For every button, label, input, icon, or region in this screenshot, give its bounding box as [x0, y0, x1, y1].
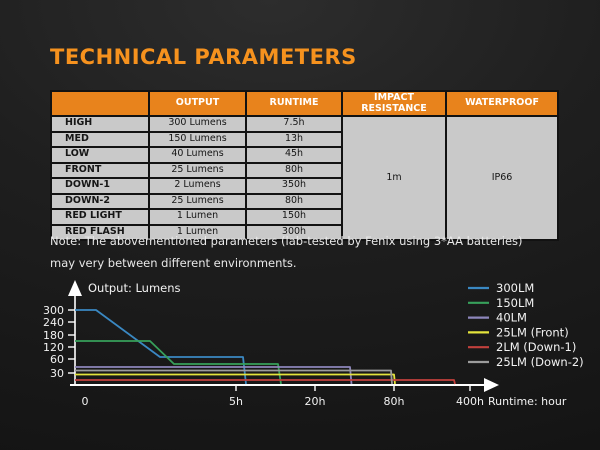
spec-table: OUTPUT RUNTIME IMPACT RESISTANCE WATERPR… — [50, 90, 559, 241]
legend-label: 25LM (Front) — [496, 325, 569, 339]
x-tick-label: 80h — [384, 395, 405, 408]
header-impact-resistance: IMPACT RESISTANCE — [341, 90, 447, 117]
legend-label: 2LM (Down-1) — [496, 340, 576, 354]
impact-resistance-cell: 1m — [341, 115, 447, 241]
x-axis-label: Runtime: hour — [488, 395, 567, 408]
output-cell: 300 Lumens — [148, 115, 247, 133]
y-tick-label: 240 — [43, 316, 64, 329]
note-line-2: may very between different environments. — [50, 256, 297, 270]
output-cell: 40 Lumens — [148, 146, 247, 164]
header-output: OUTPUT — [148, 90, 247, 117]
mode-cell: DOWN-2 — [50, 192, 150, 210]
output-cell: 1 Lumen — [148, 223, 247, 241]
page-title: TECHNICAL PARAMETERS — [50, 45, 357, 69]
table-row: RED LIGHT 1 Lumen 150h — [50, 208, 558, 226]
mode-cell: HIGH — [50, 115, 150, 133]
mode-cell: RED LIGHT — [50, 208, 150, 226]
y-tick-label: 30 — [50, 367, 64, 380]
runtime-cell: 80h — [245, 192, 343, 210]
table-row: FRONT 25 Lumens 80h — [50, 161, 558, 179]
y-tick-label: 180 — [43, 329, 64, 342]
runtime-cell: 300h — [245, 223, 343, 241]
header-waterproof: WATERPROOF — [445, 90, 559, 117]
y-tick-label: 60 — [50, 353, 64, 366]
x-axis-arrow-icon — [484, 378, 499, 392]
table-row: DOWN-2 25 Lumens 80h — [50, 192, 558, 210]
chart-title: Output: Lumens — [88, 281, 181, 295]
legend-label: 40LM — [496, 311, 527, 325]
header-runtime: RUNTIME — [245, 90, 343, 117]
mode-cell: LOW — [50, 146, 150, 164]
table-row: LOW 40 Lumens 45h — [50, 146, 558, 164]
series-line-2lm-down-1 — [75, 379, 456, 385]
note-line-1: Note: The abovementioned parameters (lab… — [50, 234, 523, 248]
x-tick-label: 5h — [229, 395, 243, 408]
series-line-40lm — [75, 366, 353, 385]
series-line-300lm — [75, 309, 247, 385]
x-tick-label: 0 — [82, 395, 89, 408]
y-axis-arrow-icon — [68, 280, 82, 296]
output-cell: 25 Lumens — [148, 161, 247, 179]
header-mode — [50, 90, 150, 117]
legend-label: 300LM — [496, 281, 534, 295]
y-tick-label: 300 — [43, 304, 64, 317]
output-cell: 2 Lumens — [148, 177, 247, 195]
waterproof-cell: IP66 — [445, 115, 559, 241]
mode-cell: MED — [50, 130, 150, 148]
series-line-150lm — [75, 340, 282, 385]
legend-label: 25LM (Down-2) — [496, 355, 584, 369]
runtime-cell: 80h — [245, 161, 343, 179]
table-row: HIGH 300 Lumens 7.5h 1m IP66 — [50, 115, 559, 241]
table-header-row: OUTPUT RUNTIME IMPACT RESISTANCE WATERPR… — [50, 90, 559, 117]
y-tick-label: 120 — [43, 341, 64, 354]
x-tick-label: 400h — [456, 395, 484, 408]
runtime-cell: 150h — [245, 208, 343, 226]
table-row: RED FLASH 1 Lumen 300h — [50, 223, 558, 241]
series-line-25lm-down-2 — [75, 369, 393, 385]
mode-cell: RED FLASH — [50, 223, 150, 241]
legend-label: 150LM — [496, 296, 534, 310]
x-tick-label: 20h — [305, 395, 326, 408]
